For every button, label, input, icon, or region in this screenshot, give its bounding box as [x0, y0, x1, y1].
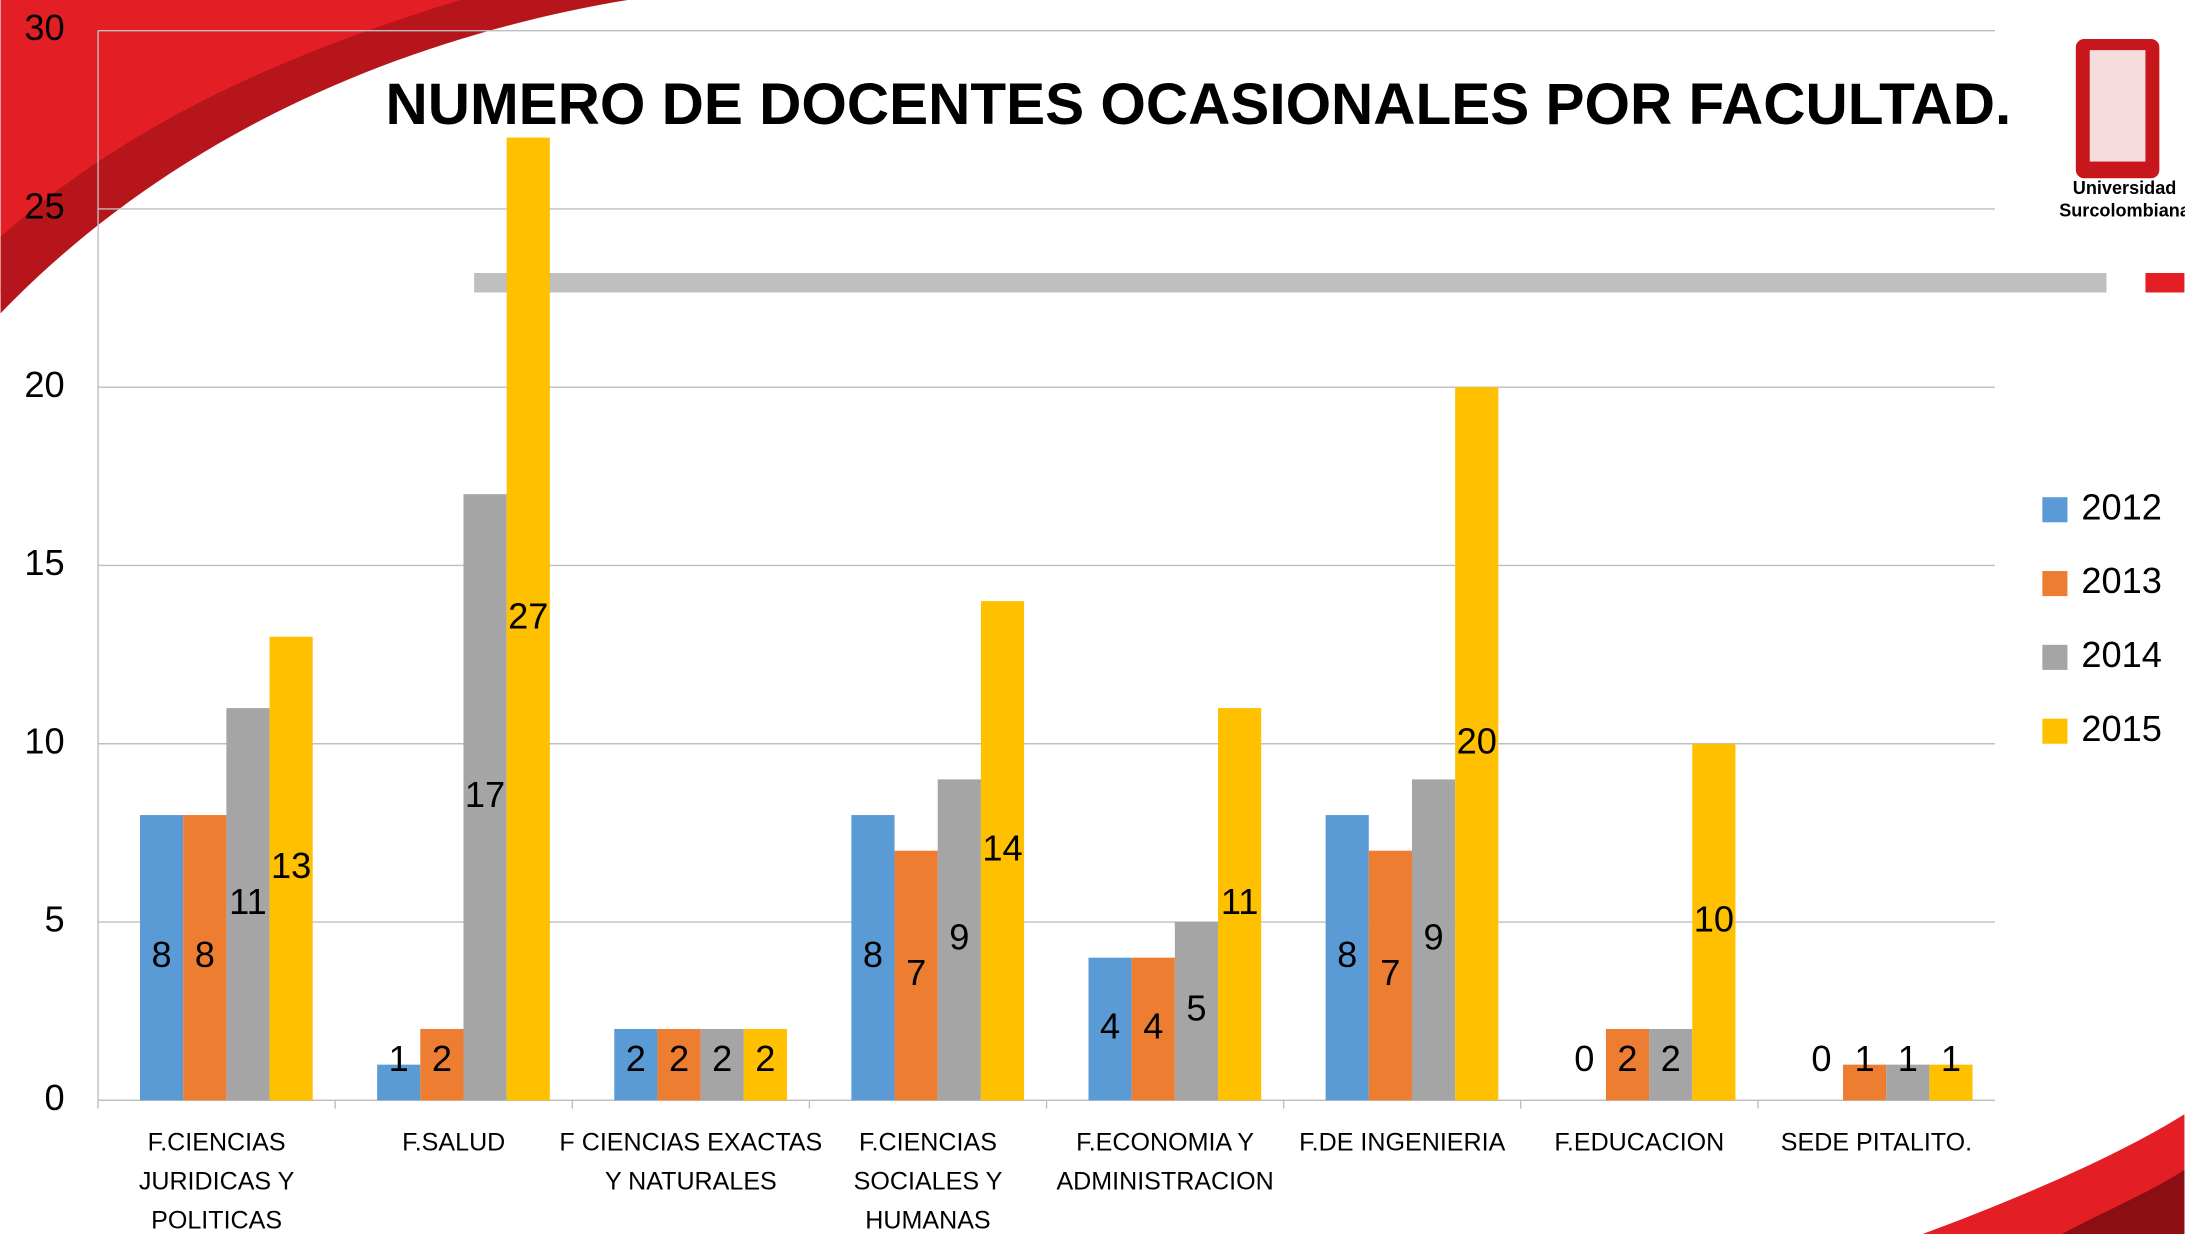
- data-label: 17: [465, 774, 505, 815]
- bar: [463, 494, 507, 1101]
- data-label: 2: [669, 1038, 689, 1079]
- data-label: 8: [152, 934, 172, 975]
- data-label: 8: [1337, 934, 1357, 975]
- bar: [743, 1028, 787, 1101]
- x-tick-label-box: F.CIENCIAS SOCIALES Y HUMANAS: [853, 1128, 1003, 1234]
- y-tick-label: 10: [24, 720, 64, 761]
- bar: [1088, 957, 1132, 1101]
- data-label: 7: [906, 952, 926, 993]
- bar: [420, 1028, 464, 1101]
- data-label: 1: [389, 1038, 409, 1079]
- legend-label: 2015: [2081, 708, 2162, 749]
- x-tick-label: F.EDUCACION: [1554, 1128, 1725, 1157]
- legend-swatch: [2042, 718, 2068, 744]
- data-label: 0: [1574, 1038, 1594, 1079]
- bar: [1929, 1064, 1973, 1101]
- data-label: 5: [1186, 988, 1206, 1029]
- x-tick-label-box: SEDE PITALITO.: [1780, 1128, 1973, 1157]
- data-label: 8: [863, 934, 883, 975]
- y-tick-label: 20: [24, 364, 64, 405]
- bar: [226, 708, 270, 1101]
- y-tick-label: 25: [24, 185, 64, 226]
- x-tick-label: F.CIENCIAS JURIDICAS Y POLITICAS: [138, 1128, 295, 1234]
- bar: [1131, 957, 1175, 1101]
- data-label: 9: [949, 916, 969, 957]
- x-tick-label: F.ECONOMIA Y ADMINISTRACION: [1056, 1128, 1274, 1196]
- data-label: 2: [1661, 1038, 1681, 1079]
- bar: [269, 636, 313, 1101]
- data-label: 2: [712, 1038, 732, 1079]
- bar: [1174, 922, 1219, 1101]
- data-label: 7: [1380, 952, 1400, 993]
- y-tick-label: 15: [24, 542, 64, 583]
- x-tick-label-box: F CIENCIAS EXACTAS Y NATURALES: [559, 1128, 823, 1196]
- x-tick-label: F.DE INGENIERIA: [1299, 1128, 1506, 1157]
- bar: [894, 850, 938, 1101]
- y-tick-label: 5: [44, 899, 64, 940]
- x-tick-label: F CIENCIAS EXACTAS Y NATURALES: [559, 1128, 823, 1196]
- data-label: 27: [508, 596, 548, 637]
- bar: [937, 779, 981, 1101]
- y-tick-label: 0: [44, 1077, 64, 1118]
- legend-swatch: [2042, 644, 2068, 670]
- y-tick-label: 30: [24, 7, 64, 48]
- x-tick-label-box: F.SALUD: [402, 1128, 506, 1157]
- bar: [657, 1028, 701, 1101]
- bar: [1411, 779, 1456, 1101]
- bar: [1325, 815, 1369, 1101]
- data-label: 2: [755, 1038, 775, 1079]
- data-label: 13: [271, 845, 311, 886]
- x-tick-label: F.CIENCIAS SOCIALES Y HUMANAS: [853, 1128, 1003, 1234]
- legend-swatch: [2042, 497, 2068, 523]
- bar: [183, 815, 227, 1101]
- data-label: 1: [1855, 1038, 1875, 1079]
- bar: [1218, 708, 1262, 1101]
- data-label: 9: [1423, 916, 1443, 957]
- bar: [851, 815, 895, 1101]
- data-label: 20: [1457, 720, 1497, 761]
- chart-title: NUMERO DE DOCENTES OCASIONALES POR FACUL…: [385, 72, 2011, 137]
- logo-text: Surcolombiana: [2059, 200, 2185, 220]
- data-label: 10: [1694, 899, 1734, 940]
- data-label: 0: [1811, 1038, 1831, 1079]
- data-label: 4: [1100, 1006, 1120, 1047]
- bar: [1455, 387, 1499, 1101]
- bar: [1605, 1028, 1650, 1101]
- data-label: 1: [1941, 1038, 1961, 1079]
- data-label: 2: [1617, 1038, 1637, 1079]
- data-label: 4: [1143, 1006, 1163, 1047]
- data-label: 8: [195, 934, 215, 975]
- bar: [1368, 850, 1412, 1101]
- bar: [980, 601, 1025, 1101]
- legend-label: 2012: [2081, 486, 2162, 527]
- bar: [506, 137, 550, 1101]
- x-tick-label: F.SALUD: [402, 1128, 506, 1157]
- bar: [700, 1028, 744, 1101]
- data-label: 14: [982, 827, 1022, 868]
- bar: [377, 1064, 421, 1101]
- bar: [140, 815, 184, 1101]
- bar: [1886, 1064, 1930, 1101]
- bar: [614, 1028, 658, 1101]
- x-tick-label-box: F.CIENCIAS JURIDICAS Y POLITICAS: [138, 1128, 295, 1234]
- x-tick-label-box: F.ECONOMIA Y ADMINISTRACION: [1056, 1128, 1274, 1196]
- data-label: 1: [1898, 1038, 1918, 1079]
- x-tick-label: SEDE PITALITO.: [1780, 1128, 1973, 1157]
- legend-swatch: [2042, 571, 2068, 597]
- x-tick-label-box: F.EDUCACION: [1554, 1128, 1725, 1157]
- x-tick-label-box: F.DE INGENIERIA: [1299, 1128, 1506, 1157]
- data-label: 2: [626, 1038, 646, 1079]
- bar: [1843, 1064, 1887, 1101]
- data-label: 11: [229, 881, 267, 922]
- bar: [1692, 743, 1736, 1101]
- data-label: 11: [1221, 881, 1259, 922]
- legend-label: 2013: [2081, 560, 2162, 601]
- legend-label: 2014: [2081, 634, 2162, 675]
- logo-text: Universidad: [2073, 178, 2177, 198]
- data-label: 2: [432, 1038, 452, 1079]
- bar: [1649, 1028, 1693, 1101]
